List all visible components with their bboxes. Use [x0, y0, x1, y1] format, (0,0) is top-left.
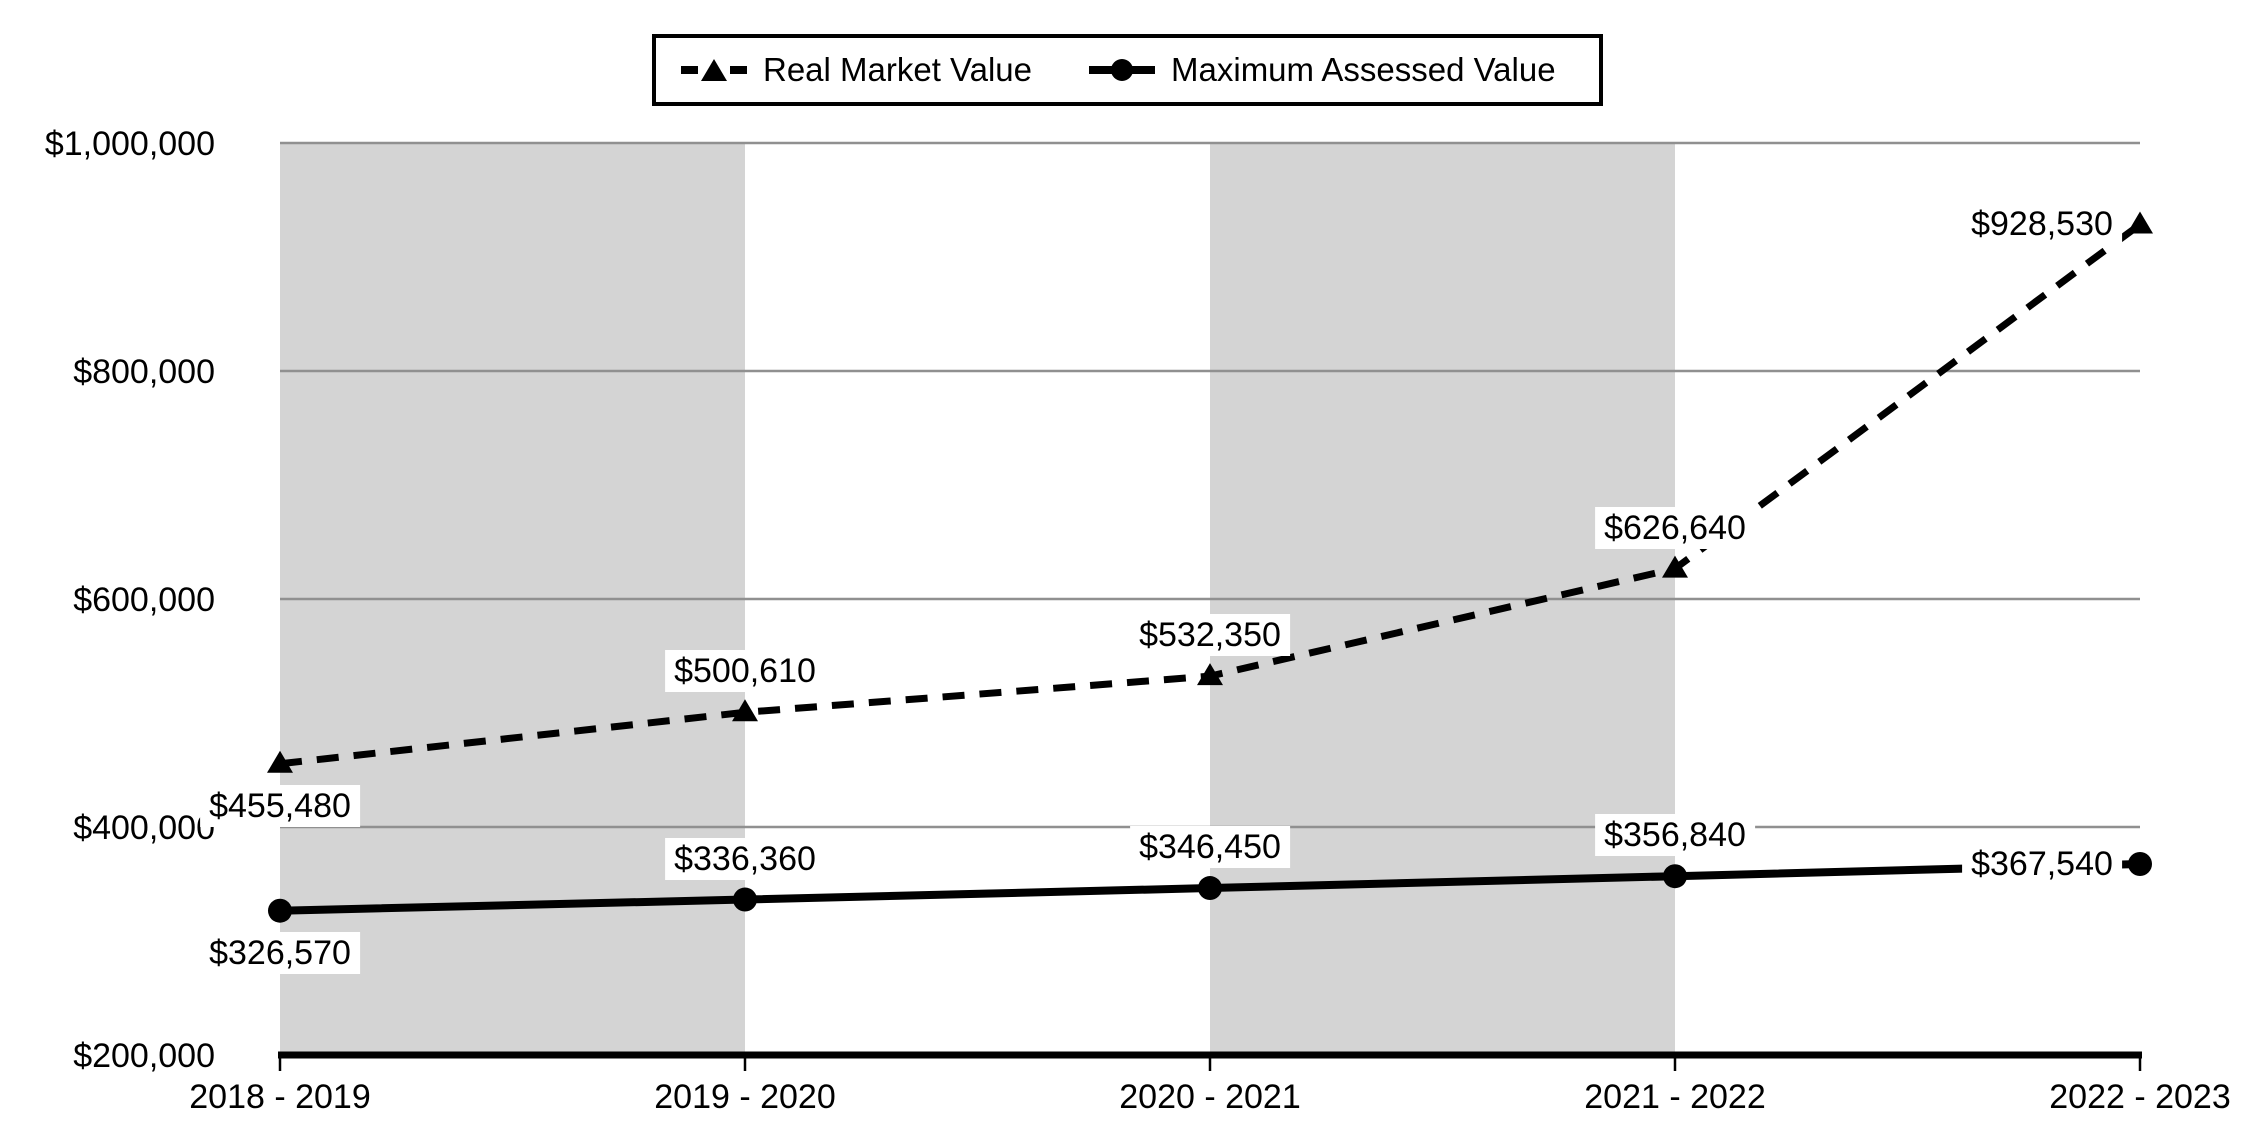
circle-marker [1198, 876, 1222, 901]
legend-item-real-market-value: Real Market Value [680, 51, 1032, 89]
circle-marker [733, 887, 757, 912]
triangle-marker [1197, 663, 1223, 686]
y-axis-label: $600,000 [73, 581, 215, 619]
triangle-marker [1662, 555, 1688, 578]
x-axis-label: 2022 - 2023 [2049, 1078, 2231, 1116]
x-axis-label: 2021 - 2022 [1584, 1078, 1766, 1116]
x-axis-label: 2018 - 2019 [189, 1078, 371, 1116]
legend-label-maximum-assessed-value: Maximum Assessed Value [1171, 51, 1556, 88]
circle-marker [268, 898, 292, 923]
y-axis-label: $800,000 [73, 353, 215, 391]
triangle-marker [267, 750, 293, 773]
legend-label-real-market-value: Real Market Value [763, 51, 1033, 88]
y-axis-label: $1,000,000 [45, 125, 215, 163]
y-axis-label: $200,000 [73, 1037, 215, 1075]
solid-line-circle-icon [1089, 59, 1156, 81]
triangle-marker [732, 699, 758, 722]
dashed-line-triangle-icon [681, 59, 747, 81]
x-axis-label: 2019 - 2020 [654, 1078, 836, 1116]
triangle-marker [2127, 211, 2153, 234]
x-axis-label: 2020 - 2021 [1119, 1078, 1301, 1116]
y-axis-label: $400,000 [73, 809, 215, 847]
legend-item-maximum-assessed-value: Maximum Assessed Value [1088, 51, 1556, 89]
circle-marker [2128, 852, 2152, 877]
legend: Real Market Value Maximum Assessed Value [652, 34, 1603, 106]
circle-marker [1663, 864, 1687, 889]
